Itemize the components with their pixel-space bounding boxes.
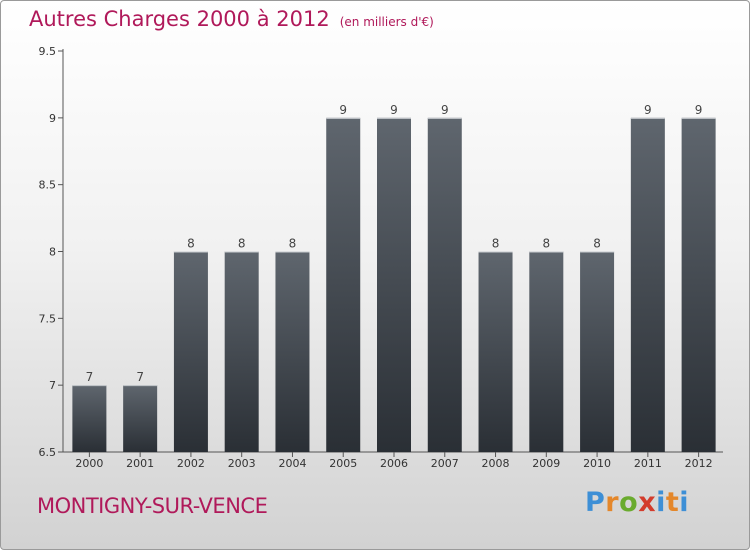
bar [326,117,361,452]
x-tick-label: 2000 [75,457,103,470]
bar [224,251,259,452]
x-tick-label: 2012 [685,457,713,470]
bar [580,251,615,452]
x-tick-label: 2006 [380,457,408,470]
city-name: MONTIGNY-SUR-VENCE [37,494,268,518]
x-tick-label: 2010 [583,457,611,470]
y-tick-label: 9 [49,112,56,125]
x-tick-label: 2003 [228,457,256,470]
bar-value-label: 8 [289,237,297,251]
bar-value-label: 7 [136,370,144,384]
bar [275,251,310,452]
logo-letter: i [679,487,690,518]
x-tick-label: 2011 [634,457,662,470]
y-tick-label: 6.5 [39,446,57,459]
bar [478,251,513,452]
bar [630,117,665,452]
bar-value-label: 9 [390,103,398,117]
y-tick-label: 9.5 [39,45,57,58]
bar-value-label: 8 [593,237,601,251]
x-tick-label: 2009 [532,457,560,470]
bar [427,117,462,452]
logo-letter: P [585,487,606,518]
x-tick-label: 2002 [177,457,205,470]
bar-value-label: 8 [187,237,195,251]
bar-value-label: 8 [542,237,550,251]
proxiti-logo: Proxiti [585,487,689,518]
chart-title: Autres Charges 2000 à 2012 (en milliers d… [29,7,434,31]
bar-value-label: 9 [644,103,652,117]
x-tick-label: 2007 [431,457,459,470]
chart-title-text: Autres Charges 2000 à 2012 [29,7,330,31]
y-tick-label: 8 [49,246,56,259]
chart-subtitle: (en milliers d'€) [339,15,434,29]
bar-value-label: 8 [238,237,246,251]
chart-labels: 7 2000 7 2001 8 2002 8 2003 8 2004 9 2005 9 2006 9 2007… [75,103,712,470]
logo-letter: o [619,487,639,518]
y-tick-label: 7.5 [39,312,57,325]
bar [377,117,411,452]
bar-value-label: 9 [441,103,449,117]
x-tick-label: 2008 [482,457,510,470]
y-tick-label: 7 [49,379,56,392]
bar [123,385,158,452]
bar [72,385,107,452]
bar [173,251,208,452]
logo-letter: r [605,487,620,518]
y-tick-label: 8.5 [39,179,57,192]
bar-value-label: 9 [695,103,703,117]
x-tick-label: 2001 [126,457,154,470]
bar [681,117,716,452]
bar-value-label: 8 [492,237,500,251]
chart-bars [72,117,716,452]
logo-letter: t [665,487,680,518]
bar-value-label: 9 [339,103,347,117]
x-tick-label: 2005 [329,457,357,470]
x-tick-label: 2004 [278,457,306,470]
logo-letter: x [638,487,657,518]
bar [529,251,564,452]
logo-letter: i [656,487,666,518]
bar-value-label: 7 [86,370,94,384]
